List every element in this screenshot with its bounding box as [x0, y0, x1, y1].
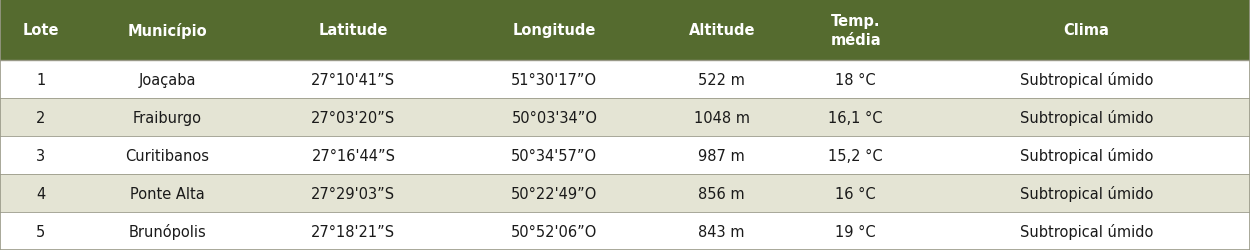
Bar	[922, 99, 1250, 137]
Bar	[454, 99, 655, 137]
Bar	[789, 0, 922, 61]
Text: 50°52'06”O: 50°52'06”O	[511, 224, 598, 238]
Bar	[789, 99, 922, 137]
Bar	[253, 0, 454, 61]
Bar	[655, 99, 789, 137]
Bar	[454, 174, 655, 212]
Text: 27°03'20”S: 27°03'20”S	[311, 110, 395, 125]
Bar	[454, 61, 655, 99]
Text: 15,2 °C: 15,2 °C	[829, 148, 882, 163]
Bar	[253, 137, 454, 174]
Text: Longitude: Longitude	[512, 23, 596, 38]
Text: Clima: Clima	[1064, 23, 1109, 38]
Bar	[81, 0, 252, 61]
Text: 50°34'57”O: 50°34'57”O	[511, 148, 598, 163]
Text: Município: Município	[127, 23, 208, 38]
Text: 1: 1	[36, 73, 45, 88]
Bar	[922, 61, 1250, 99]
Bar	[81, 174, 252, 212]
Text: 856 m: 856 m	[699, 186, 745, 201]
Text: 1048 m: 1048 m	[694, 110, 750, 125]
Text: 50°03'34”O: 50°03'34”O	[511, 110, 598, 125]
Bar	[655, 61, 789, 99]
Bar	[253, 99, 454, 137]
Bar	[81, 212, 252, 250]
Bar	[922, 212, 1250, 250]
Text: 18 °C: 18 °C	[835, 73, 876, 88]
Text: 19 °C: 19 °C	[835, 224, 876, 238]
Text: Curitibanos: Curitibanos	[125, 148, 210, 163]
Bar	[253, 61, 454, 99]
Text: 522 m: 522 m	[699, 73, 745, 88]
Text: Subtropical úmido: Subtropical úmido	[1020, 110, 1152, 126]
Text: 843 m: 843 m	[699, 224, 745, 238]
Text: 27°10'41”S: 27°10'41”S	[311, 73, 395, 88]
Bar	[789, 137, 922, 174]
Bar	[0, 212, 81, 250]
Bar	[0, 0, 81, 61]
Text: Subtropical úmido: Subtropical úmido	[1020, 223, 1152, 239]
Text: Subtropical úmido: Subtropical úmido	[1020, 72, 1152, 88]
Bar	[655, 137, 789, 174]
Bar	[922, 174, 1250, 212]
Bar	[454, 137, 655, 174]
Bar	[0, 61, 81, 99]
Text: Joaçaba: Joaçaba	[139, 73, 196, 88]
Bar	[655, 212, 789, 250]
Text: Latitude: Latitude	[319, 23, 388, 38]
Text: 4: 4	[36, 186, 45, 201]
Bar	[0, 137, 81, 174]
Text: Subtropical úmido: Subtropical úmido	[1020, 148, 1152, 164]
Bar	[0, 99, 81, 137]
Text: 16,1 °C: 16,1 °C	[829, 110, 882, 125]
Text: 2: 2	[36, 110, 45, 125]
Text: Lote: Lote	[22, 23, 59, 38]
Bar	[655, 0, 789, 61]
Bar	[454, 212, 655, 250]
Text: Brunópolis: Brunópolis	[129, 223, 206, 239]
Bar	[789, 61, 922, 99]
Bar	[922, 137, 1250, 174]
Text: 3: 3	[36, 148, 45, 163]
Bar	[922, 0, 1250, 61]
Bar	[789, 174, 922, 212]
Bar	[253, 174, 454, 212]
Text: 16 °C: 16 °C	[835, 186, 876, 201]
Bar	[0, 174, 81, 212]
Text: Altitude: Altitude	[689, 23, 755, 38]
Bar	[81, 61, 252, 99]
Text: 27°16'44”S: 27°16'44”S	[311, 148, 395, 163]
Bar	[655, 174, 789, 212]
Bar	[253, 212, 454, 250]
Text: 987 m: 987 m	[699, 148, 745, 163]
Text: 5: 5	[36, 224, 45, 238]
Text: 27°29'03”S: 27°29'03”S	[311, 186, 395, 201]
Text: 50°22'49”O: 50°22'49”O	[511, 186, 598, 201]
Bar	[81, 137, 252, 174]
Text: Temp.
média: Temp. média	[830, 14, 881, 47]
Text: Fraiburgo: Fraiburgo	[132, 110, 202, 125]
Bar	[789, 212, 922, 250]
Text: 27°18'21”S: 27°18'21”S	[311, 224, 395, 238]
Text: 51°30'17”O: 51°30'17”O	[511, 73, 598, 88]
Text: Subtropical úmido: Subtropical úmido	[1020, 186, 1152, 201]
Text: Ponte Alta: Ponte Alta	[130, 186, 205, 201]
Bar	[81, 99, 252, 137]
Bar	[454, 0, 655, 61]
